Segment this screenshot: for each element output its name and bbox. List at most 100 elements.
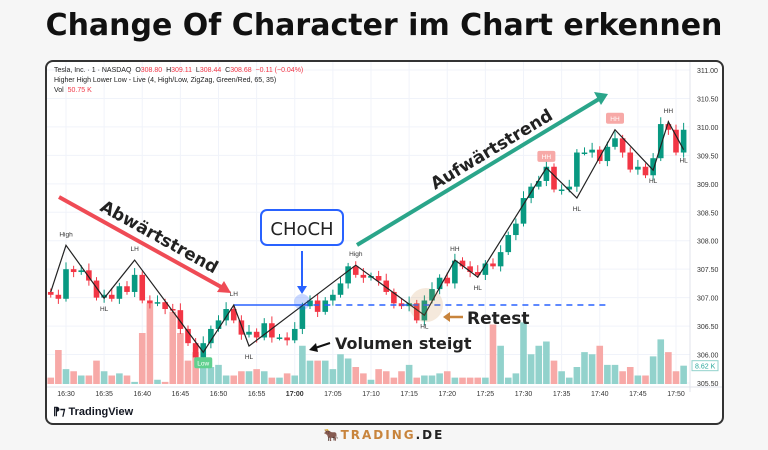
volume-bar <box>55 350 62 384</box>
candle-body <box>162 302 168 310</box>
downtrend-label: Abwärtstrend <box>97 197 222 278</box>
volume-bar <box>230 375 238 384</box>
volume-bar <box>207 367 215 384</box>
volume-bar <box>154 379 161 384</box>
volume-bar <box>238 371 245 384</box>
volume-label: Vol <box>54 87 64 94</box>
price-tick-label: 310.00 <box>697 125 719 132</box>
volume-bar <box>550 360 558 384</box>
volume-bar <box>306 360 314 384</box>
candle-body <box>116 286 123 299</box>
time-tick-label: 17:05 <box>324 391 342 398</box>
tradingview-icon: ⁋⁊ <box>53 406 69 418</box>
volume-bar <box>70 371 77 384</box>
time-tick-label: 17:25 <box>477 391 495 398</box>
pivot-label: High <box>59 231 73 238</box>
candle-body <box>421 300 428 321</box>
candle-body <box>70 269 77 273</box>
trading-de-logo: 🐂TRADING.DE <box>0 428 768 442</box>
candle-body <box>124 286 130 292</box>
volume-bar <box>527 354 535 384</box>
price-tick-label: 311.00 <box>697 68 718 75</box>
volume-bar <box>436 373 443 384</box>
time-tick-label: 17:10 <box>362 391 380 398</box>
candle-body <box>322 300 329 312</box>
volume-bar <box>138 333 146 384</box>
tradingview-logo[interactable]: ⁋⁊ TradingView <box>53 405 133 418</box>
volume-bar <box>329 369 337 384</box>
candle-body <box>86 270 92 281</box>
close-value: 308.68 <box>230 67 252 74</box>
volume-bar <box>253 369 260 384</box>
time-axis: 16:30 16:35 16:40 16:45 16:50 16:55 17:00 17:05… <box>47 386 722 398</box>
volume-bar <box>543 341 550 384</box>
pivot-label: HL <box>649 178 658 185</box>
volume-bar <box>260 371 268 384</box>
volume-bar <box>520 322 527 384</box>
candle-body <box>459 260 466 267</box>
volume-bar <box>680 365 687 384</box>
volume-bar <box>131 381 138 384</box>
price-tick-label: 307.00 <box>697 296 719 303</box>
candle-body <box>642 166 649 176</box>
pivot-label: LH <box>130 246 139 253</box>
candle-body <box>665 124 672 130</box>
candle-body <box>47 291 54 295</box>
time-tick-label: 16:35 <box>95 391 113 398</box>
choch-box <box>260 209 344 246</box>
candle-body <box>467 266 473 273</box>
time-tick-label: 16:50 <box>210 391 228 398</box>
legend-volume-row: Vol 50.75 K <box>54 87 92 94</box>
volume-bar <box>398 371 405 384</box>
candle-body <box>566 186 573 190</box>
candle-body <box>261 323 268 338</box>
volume-bar <box>634 375 642 384</box>
volume-bar <box>276 377 283 384</box>
candle-body <box>490 263 496 267</box>
last-volume-label: 8.62 K <box>695 364 716 371</box>
volume-bar <box>375 369 382 384</box>
volume-bar <box>116 373 123 384</box>
volume-bar <box>299 345 306 384</box>
candle-body <box>627 152 634 170</box>
pivot-label: HL <box>679 158 688 165</box>
price-tick-label: 309.00 <box>697 182 719 189</box>
price-tick-label: 306.50 <box>697 324 719 331</box>
volume-bar <box>581 352 588 384</box>
candle-body <box>307 300 313 307</box>
volume-bar <box>421 375 428 384</box>
volume-bar <box>108 375 116 384</box>
volume-bar <box>619 371 626 384</box>
volume-arrow <box>314 342 331 349</box>
choch-break-marker <box>294 294 310 310</box>
chart-card: High HL LH Low LH HL High HL HH HL HH HL HH HL HH HL 31… <box>45 60 724 425</box>
time-tick-label: 17:50 <box>667 391 685 398</box>
candle-body <box>619 138 626 153</box>
footer-logo-suffix: .DE <box>415 428 445 442</box>
candle-body <box>551 166 557 190</box>
volume-bar <box>344 358 352 384</box>
candle-body <box>169 309 176 311</box>
candle-body <box>513 223 519 236</box>
volume-bar <box>100 371 108 384</box>
candle-body <box>55 294 62 299</box>
downtrend-arrow <box>58 195 224 290</box>
time-tick-label: 16:30 <box>57 391 75 398</box>
volume-bars <box>47 303 687 384</box>
change-value: −0.11 (−0.04%) <box>255 67 304 74</box>
legend-indicator[interactable]: Higher High Lower Low - Live (4, High/Lo… <box>54 77 277 84</box>
volume-bar <box>604 364 611 384</box>
choch-arrowhead <box>297 286 307 294</box>
price-axis: 311.00 310.50 310.00 309.50 309.00 308.50 308.… <box>689 62 719 392</box>
volume-bar <box>215 364 222 384</box>
time-tick-label: 17:35 <box>553 391 571 398</box>
volume-bar <box>535 345 543 384</box>
volume-bar <box>565 377 573 384</box>
candle-body <box>154 302 161 304</box>
candle-body <box>650 158 656 176</box>
candle-body <box>482 263 489 275</box>
price-tick-label: 308.50 <box>697 210 719 217</box>
candle-body <box>673 129 679 153</box>
volume-bar <box>177 333 184 384</box>
